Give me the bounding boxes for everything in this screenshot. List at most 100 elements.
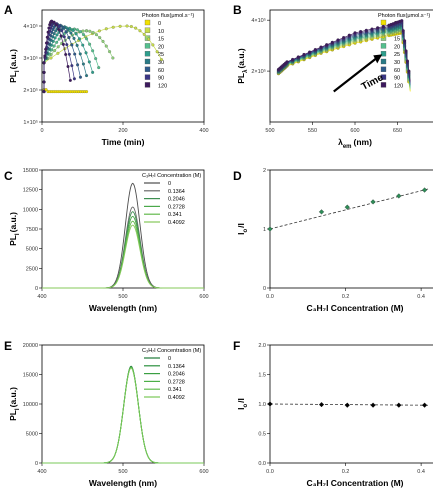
y-tick-label: 7500	[26, 227, 38, 233]
y-tick-label: 3×10⁵	[23, 55, 38, 62]
legend-label: 25	[158, 52, 164, 58]
y-axis-label: Io/I	[236, 223, 249, 235]
legend-label: 0.2046	[168, 372, 185, 378]
data-point	[59, 34, 63, 38]
legend-label: 0.2728	[168, 379, 185, 385]
y-tick-label: 2.0	[258, 343, 266, 349]
data-point	[381, 24, 385, 29]
plot-frame	[269, 344, 433, 464]
y-axis-label-main: PL	[8, 235, 18, 246]
y-axis-label: Io/I	[236, 398, 249, 410]
data-point	[42, 61, 46, 65]
data-point	[65, 43, 69, 47]
data-point	[68, 78, 72, 82]
data-point	[75, 28, 79, 32]
data-point	[91, 70, 95, 74]
y-axis-label-unit: (a.u.)	[8, 387, 18, 407]
data-point	[44, 47, 48, 51]
data-point	[57, 28, 61, 32]
data-point	[134, 26, 138, 30]
data-point	[101, 39, 105, 43]
data-point	[46, 30, 50, 34]
y-axis-label: PLI(a.u.)	[8, 387, 21, 421]
legend-label: 0.341	[168, 212, 182, 218]
y-axis-label: PLI(a.u.)	[8, 212, 21, 246]
y-tick-label: 1×10⁵	[23, 119, 38, 126]
y-axis-label-unit: (a.u.)	[236, 48, 246, 68]
x-tick-label: 0.0	[266, 294, 274, 300]
data-point	[85, 37, 89, 41]
data-point	[57, 37, 61, 41]
data-point	[97, 66, 101, 70]
x-tick-label: 550	[308, 128, 317, 134]
data-point	[302, 52, 306, 57]
x-tick-label: 0	[40, 128, 43, 134]
legend-label: 20	[158, 44, 164, 50]
x-axis-label: Time (min)	[102, 137, 145, 147]
series-line-5	[42, 224, 204, 289]
data-point	[405, 59, 410, 63]
legend-label: 0	[168, 181, 171, 187]
legend-swatch	[380, 74, 387, 80]
data-point	[370, 27, 374, 31]
legend-label: 10	[158, 29, 164, 35]
data-point	[45, 35, 49, 39]
legend-label: 0	[168, 356, 171, 362]
data-point	[318, 209, 325, 215]
data-point	[402, 39, 407, 43]
legend-label: 25	[394, 52, 400, 58]
y-tick-label: 20000	[23, 343, 38, 349]
legend-label: 0.1364	[168, 189, 185, 195]
y-tick-label: 10000	[23, 207, 38, 213]
panel-d: D 0.0 0.2 0.4 0 1 2 C₃H₇I Concentration (M) Io/I	[233, 168, 433, 313]
data-point	[72, 36, 76, 40]
data-point	[72, 77, 76, 81]
y-tick-label: 15000	[23, 168, 38, 174]
data-point	[87, 60, 91, 64]
data-point	[342, 36, 346, 40]
data-point	[73, 52, 77, 56]
legend-label: 60	[394, 68, 400, 74]
data-point	[318, 401, 325, 408]
y-tick-label: 0.0	[258, 461, 266, 467]
data-point	[52, 32, 56, 36]
panel-e: E 400 500 600 0 5000 10000 15000 20000 Wavelength…	[4, 339, 209, 488]
fit-line	[269, 188, 429, 230]
data-point	[142, 32, 146, 36]
data-point	[71, 28, 75, 32]
data-point	[74, 32, 78, 36]
data-point	[98, 36, 102, 40]
legend-label: 0.4092	[168, 220, 185, 226]
x-tick-label: 0.4	[417, 294, 425, 300]
data-point	[66, 65, 70, 69]
panel-c: C 400 500 600 0 2500 5000 7500 10000 12500 15000 Wa…	[4, 168, 209, 313]
x-axis-label-main: λ	[338, 137, 343, 147]
plot-frame	[41, 169, 205, 289]
y-tick-label: 5000	[26, 432, 38, 438]
y-tick-label: 0	[35, 286, 38, 292]
y-tick-label: 4×10⁵	[251, 17, 266, 24]
y-tick-label: 2500	[26, 266, 38, 272]
data-point	[56, 51, 60, 55]
legend-swatch	[380, 66, 387, 72]
legend-label: 60	[158, 68, 164, 74]
x-tick-label: 650	[393, 128, 402, 134]
x-tick-label: 0.2	[342, 294, 350, 300]
data-point	[75, 43, 79, 47]
data-point	[104, 44, 108, 48]
legend-label: 0.1364	[168, 364, 185, 370]
data-point	[400, 19, 404, 23]
legend-swatch	[144, 66, 151, 72]
y-tick-label: 15000	[23, 373, 38, 379]
x-tick-label: 400	[37, 294, 46, 300]
data-point	[49, 56, 53, 60]
data-point	[325, 43, 329, 47]
x-axis-label: Wavelength (nm)	[89, 303, 157, 313]
data-point	[396, 402, 402, 408]
data-point	[85, 90, 89, 94]
x-tick-label: 600	[199, 469, 208, 475]
data-point	[97, 29, 101, 33]
y-tick-label: 10000	[23, 402, 38, 408]
y-axis-label-main: PL	[236, 73, 246, 84]
